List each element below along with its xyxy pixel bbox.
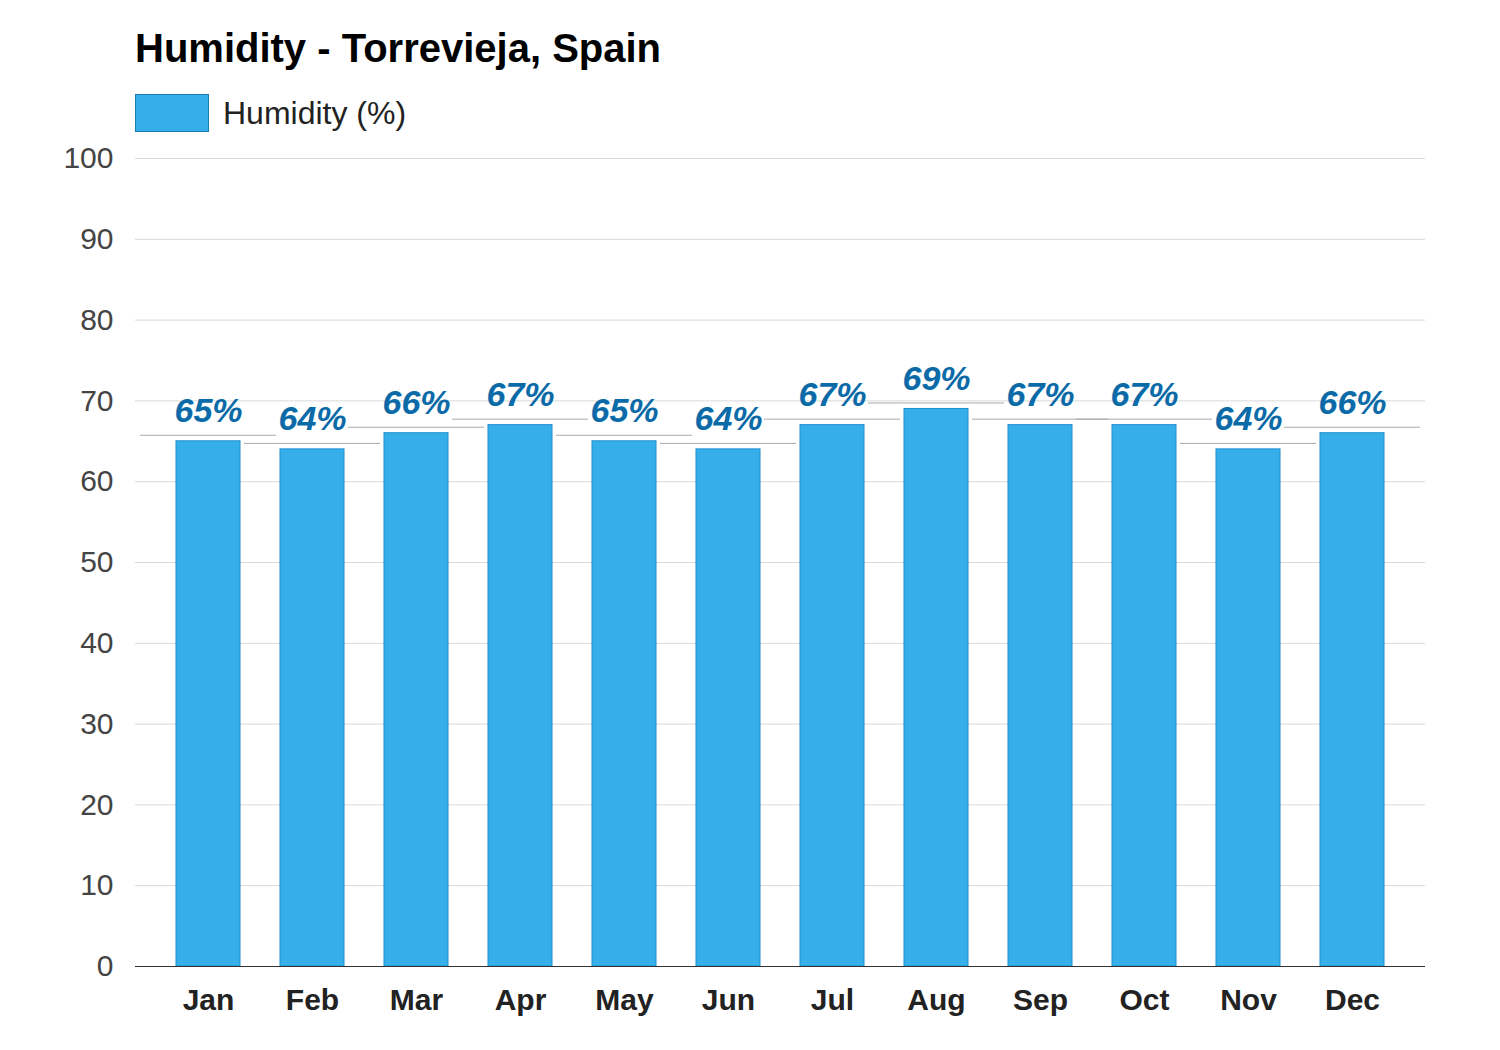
svg-text:50: 50 [80, 545, 113, 578]
svg-text:Sep: Sep [1013, 983, 1068, 1016]
svg-text:40: 40 [80, 626, 113, 659]
svg-text:67%: 67% [486, 375, 554, 413]
svg-text:65%: 65% [174, 391, 242, 429]
svg-text:10: 10 [80, 868, 113, 901]
svg-text:30: 30 [80, 707, 113, 740]
svg-text:60: 60 [80, 464, 113, 497]
svg-text:66%: 66% [382, 383, 450, 421]
svg-text:64%: 64% [1214, 399, 1282, 437]
svg-text:69%: 69% [902, 359, 970, 397]
svg-text:65%: 65% [590, 391, 658, 429]
svg-text:67%: 67% [798, 375, 866, 413]
html-text:Humidity (%): Humidity (%) [223, 94, 407, 131]
svg-text:80: 80 [80, 303, 113, 336]
svg-text:Jul: Jul [811, 983, 854, 1016]
svg-text:90: 90 [80, 222, 113, 255]
svg-text:Feb: Feb [286, 983, 339, 1016]
svg-text:Apr: Apr [495, 983, 547, 1016]
svg-text:64%: 64% [278, 399, 346, 437]
svg-text:Mar: Mar [390, 983, 444, 1016]
svg-text:67%: 67% [1110, 375, 1178, 413]
svg-text:100: 100 [63, 141, 113, 174]
svg-text:66%: 66% [1318, 383, 1386, 421]
svg-text:70: 70 [80, 384, 113, 417]
svg-text:Jan: Jan [183, 983, 235, 1016]
html-text:Humidity - Torrevieja, Spain: Humidity - Torrevieja, Spain [135, 26, 661, 70]
svg-text:Jun: Jun [702, 983, 755, 1016]
svg-text:Aug: Aug [907, 983, 965, 1016]
svg-text:Nov: Nov [1220, 983, 1277, 1016]
svg-text:Oct: Oct [1119, 983, 1169, 1016]
svg-text:64%: 64% [694, 399, 762, 437]
svg-text:20: 20 [80, 788, 113, 821]
svg-text:May: May [595, 983, 654, 1016]
svg-text:0: 0 [97, 949, 114, 982]
svg-text:Dec: Dec [1325, 983, 1380, 1016]
svg-text:67%: 67% [1006, 375, 1074, 413]
